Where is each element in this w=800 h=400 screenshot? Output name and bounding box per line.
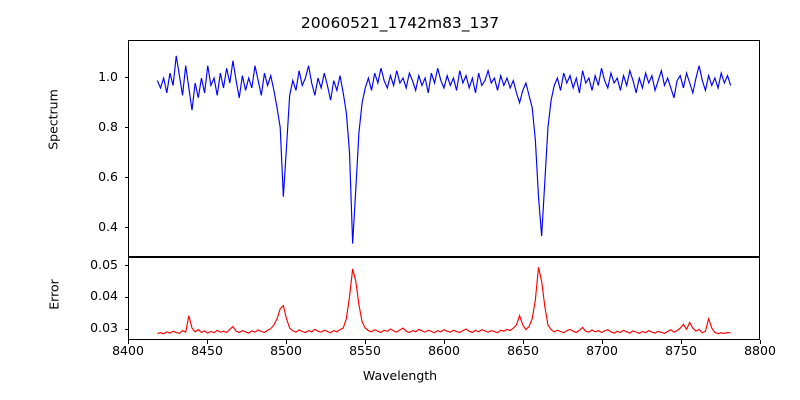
- x-tick-mark-8400: [127, 340, 129, 344]
- spectrum-y-tick-mark-0.4: [124, 227, 128, 229]
- x-tick-label-8400: 8400: [112, 343, 144, 358]
- figure-title: 20060521_1742m83_137: [300, 14, 500, 32]
- x-axis-label: Wavelength: [362, 368, 438, 383]
- x-tick-mark-8500: [285, 340, 287, 344]
- x-tick-mark-8700: [601, 340, 603, 344]
- x-tick-label-8700: 8700: [586, 343, 618, 358]
- spectrum-y-tick-mark-0.8: [124, 127, 128, 129]
- spectrum-y-tick-label-0.6: 0.6: [98, 168, 118, 184]
- error-y-tick-label-0.04: 0.04: [90, 288, 118, 304]
- x-tick-label-8750: 8750: [665, 343, 697, 358]
- error-y-tick-label-0.05: 0.05: [90, 256, 118, 272]
- x-tick-label-8450: 8450: [191, 343, 223, 358]
- x-tick-mark-8450: [206, 340, 208, 344]
- spectrum-y-tick-mark-0.6: [124, 177, 128, 179]
- x-tick-mark-8750: [680, 340, 682, 344]
- spectrum-y-tick-label-0.8: 0.8: [98, 118, 118, 134]
- x-tick-mark-8600: [443, 340, 445, 344]
- spectrum-series-line: [129, 41, 759, 256]
- spectrum-y-tick-mark-1.0: [124, 77, 128, 79]
- x-tick-label-8800: 8800: [744, 343, 776, 358]
- x-tick-label-8500: 8500: [270, 343, 302, 358]
- x-tick-mark-8800: [759, 340, 761, 344]
- x-tick-label-8550: 8550: [349, 343, 381, 358]
- x-tick-label-8650: 8650: [507, 343, 539, 358]
- spectrum-y-tick-label-0.4: 0.4: [98, 218, 118, 234]
- error-y-tick-mark-0.04: [124, 296, 128, 298]
- error-y-tick-mark-0.05: [124, 265, 128, 266]
- error-plot-panel: [128, 257, 760, 340]
- x-tick-mark-8550: [364, 340, 366, 344]
- x-tick-mark-8650: [522, 340, 524, 344]
- error-y-tick-mark-0.03: [124, 328, 128, 330]
- error-series-line: [129, 258, 759, 339]
- error-y-tick-label-0.03: 0.03: [90, 320, 118, 336]
- spectrum-plot-panel: [128, 40, 760, 257]
- spectrum-y-tick-label-1.0: 1.0: [98, 68, 118, 84]
- x-tick-label-8600: 8600: [428, 343, 460, 358]
